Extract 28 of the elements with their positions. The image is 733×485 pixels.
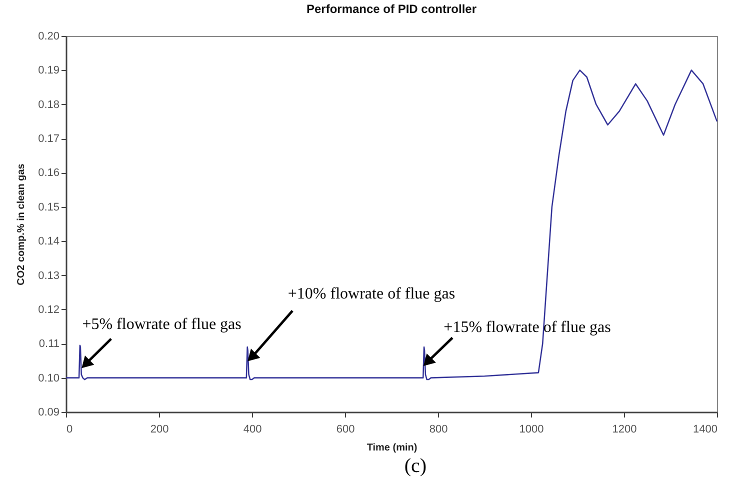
x-tick-label: 1000 <box>519 424 544 436</box>
annotation: +10% flowrate of flue gas <box>288 286 456 303</box>
y-tick-label: 0.14 <box>38 236 60 248</box>
y-axis-title: CO2 comp.% in clean gas <box>16 163 28 286</box>
x-tick-label: 800 <box>429 424 448 436</box>
y-tick-label: 0.16 <box>38 167 60 180</box>
y-tick-label: 0.15 <box>38 201 60 214</box>
x-axis-title: Time (min) <box>366 442 418 454</box>
y-tick-label: 0.11 <box>38 338 60 350</box>
annotation: +5% flowrate of flue gas <box>82 316 242 333</box>
y-tick-label: 0.17 <box>38 133 60 146</box>
y-tick-label: 0.09 <box>38 406 60 418</box>
x-tick-label: 400 <box>243 424 262 436</box>
chart-title: Performance of PID controller <box>306 2 477 16</box>
x-tick-label: 1200 <box>612 424 637 436</box>
text: (c) <box>403 455 428 478</box>
y-tick-label: 0.18 <box>38 98 60 111</box>
x-tick-label: 600 <box>336 424 355 436</box>
y-tick-label: 0.12 <box>38 304 60 316</box>
y-tick-label: 0.19 <box>38 64 60 77</box>
x-tick-label: 200 <box>150 424 169 436</box>
line-series <box>65 70 718 380</box>
x-tick-label: 1400 <box>693 424 718 436</box>
annotation: +15% flowrate of flue gas <box>444 318 611 336</box>
x-tick-label: 0 <box>66 424 73 436</box>
y-tick-label: 0.13 <box>38 270 60 282</box>
y-tick-label: 0.10 <box>38 372 60 384</box>
y-tick-label: 0.20 <box>38 30 60 42</box>
